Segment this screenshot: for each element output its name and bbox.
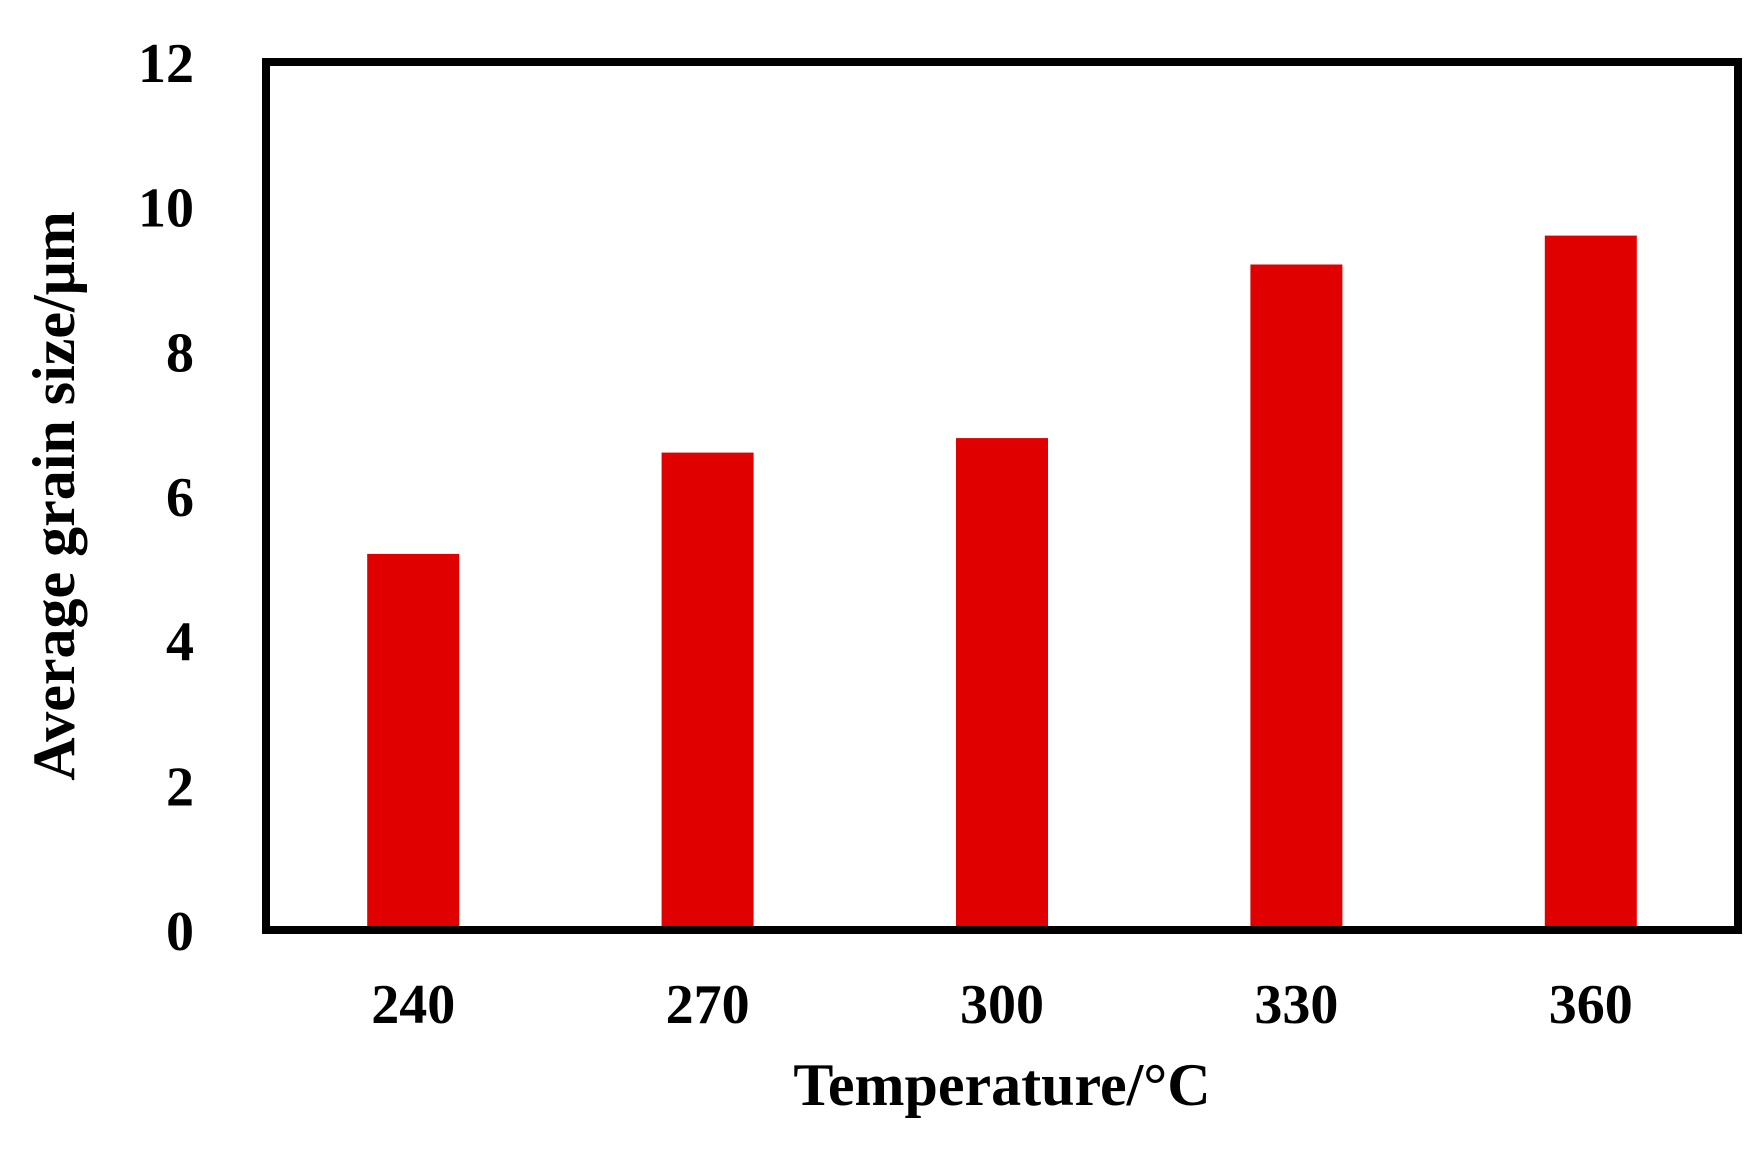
plot-frame [262,58,1742,934]
y-tick-label: 8 [166,322,194,384]
x-tick-label: 360 [1549,974,1633,1036]
x-tick-label: 300 [960,974,1044,1036]
bar-240 [367,553,460,926]
y-axis-title: Average grain size/μm [21,211,87,780]
y-tick-labels: 0 2 4 6 8 10 12 [138,33,194,963]
x-tick-labels: 240 270 300 330 360 [371,974,1633,1036]
bar-360 [1544,235,1637,927]
bar-330 [1250,264,1343,926]
x-tick-label: 240 [371,974,455,1036]
y-tick-label: 0 [166,901,194,963]
y-tick-label: 2 [166,756,194,818]
x-tick-label: 330 [1254,974,1338,1036]
y-tick-label: 12 [138,33,194,95]
bars-group [367,235,1637,927]
x-axis-title: Temperature/°C [793,1052,1210,1118]
bar-300 [956,438,1048,926]
y-tick-label: 6 [166,467,194,529]
y-tick-label: 4 [166,612,194,674]
bar-270 [661,452,754,926]
y-tick-label: 10 [138,178,194,240]
x-tick-label: 270 [666,974,750,1036]
